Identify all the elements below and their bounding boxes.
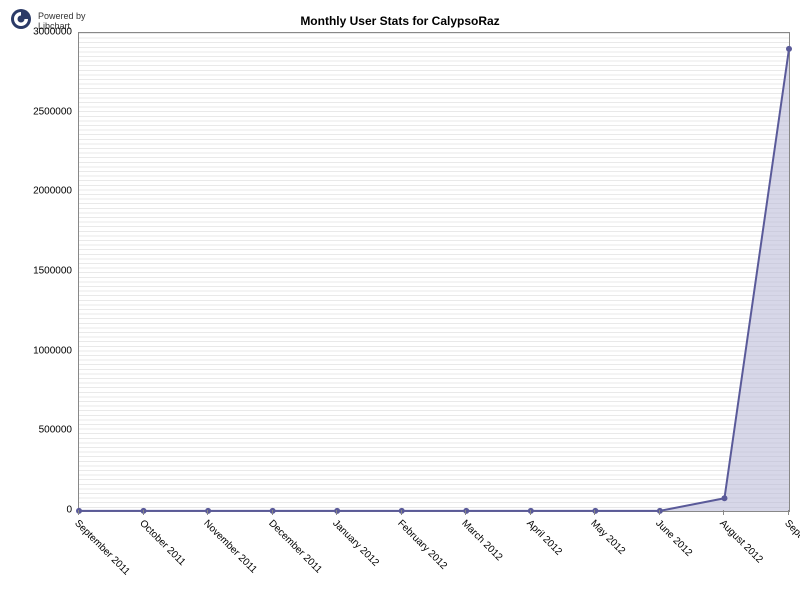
y-tick-label: 0	[66, 505, 72, 516]
x-tick-mark	[143, 510, 144, 515]
y-tick-label: 2000000	[33, 186, 72, 197]
x-axis-ticks: September 2011October 2011November 2011D…	[78, 510, 788, 600]
x-tick-mark	[336, 510, 337, 515]
chart-plot-area	[78, 32, 790, 512]
y-tick-label: 1000000	[33, 345, 72, 356]
x-tick-label: September 2011	[72, 518, 132, 578]
x-tick-mark	[594, 510, 595, 515]
chart-area-fill	[79, 49, 789, 511]
x-tick-mark	[788, 510, 789, 515]
x-tick-label: November 2011	[201, 518, 259, 576]
chart-line	[79, 49, 789, 511]
chart-marker	[786, 46, 792, 52]
y-tick-label: 1500000	[33, 266, 72, 277]
x-tick-mark	[465, 510, 466, 515]
y-axis-ticks: 0500000100000015000002000000250000030000…	[0, 32, 72, 510]
x-tick-label: February 2012	[395, 518, 449, 572]
x-tick-mark	[272, 510, 273, 515]
x-tick-mark	[401, 510, 402, 515]
chart-marker	[721, 495, 727, 501]
x-tick-label: March 2012	[459, 518, 504, 563]
x-tick-mark	[78, 510, 79, 515]
y-tick-label: 500000	[39, 425, 72, 436]
x-tick-mark	[530, 510, 531, 515]
x-tick-label: April 2012	[524, 518, 564, 558]
chart-title: Monthly User Stats for CalypsoRaz	[0, 14, 800, 28]
x-tick-label: August 2012	[718, 518, 765, 565]
x-tick-label: January 2012	[330, 518, 381, 569]
y-tick-label: 3000000	[33, 27, 72, 38]
x-tick-mark	[723, 510, 724, 515]
x-tick-label: December 2011	[266, 518, 324, 576]
x-tick-label: September 2012	[782, 518, 800, 578]
y-tick-label: 2500000	[33, 106, 72, 117]
x-tick-label: May 2012	[589, 518, 628, 557]
x-tick-mark	[207, 510, 208, 515]
x-tick-label: October 2011	[137, 518, 187, 568]
x-tick-mark	[659, 510, 660, 515]
x-tick-label: June 2012	[653, 518, 694, 559]
chart-line-series	[79, 33, 789, 511]
